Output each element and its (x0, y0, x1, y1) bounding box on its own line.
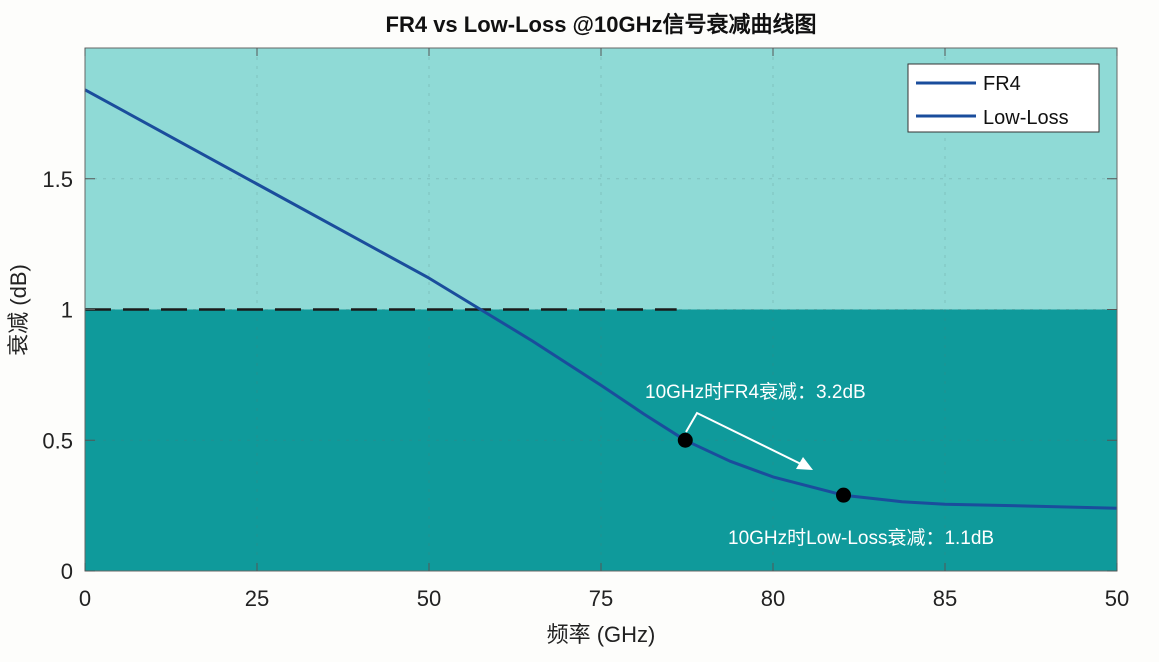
y-tick-label: 1 (61, 298, 73, 323)
series-line-fr4 (84, 88, 1118, 510)
legend-label-fr4: FR4 (983, 73, 1021, 95)
annotation-arrow (685, 411, 806, 467)
chart-title: FR4 vs Low-Loss @10GHz信号衰减曲线图 (386, 12, 817, 37)
y-axis-label: 衰减 (dB) (6, 264, 31, 356)
annotation-fr4: 10GHz时FR4衰减：3.2dB (645, 381, 866, 403)
x-tick-label: 0 (79, 586, 91, 611)
y-tick-label: 0 (61, 559, 73, 584)
x-tick-label: 75 (589, 586, 613, 611)
lower-region (85, 309, 1117, 571)
annotation-lowloss: 10GHz时Low-Loss衰减：1.1dB (728, 527, 994, 549)
x-tick-label: 85 (933, 586, 957, 611)
legend: FR4 Low-Loss (907, 63, 1100, 133)
x-tick-label: 25 (245, 586, 269, 611)
y-tick-label: 1.5 (42, 167, 73, 192)
data-marker (836, 487, 852, 503)
legend-label-lowloss: Low-Loss (983, 107, 1069, 129)
y-tick-label: 0.5 (42, 428, 73, 453)
x-tick-label: 50 (417, 586, 441, 611)
data-marker (677, 432, 693, 448)
annotation-arrowhead (796, 457, 813, 470)
x-tick-label: 50 (1105, 586, 1129, 611)
x-axis-label: 频率 (GHz) (547, 622, 656, 647)
x-tick-label: 80 (761, 586, 785, 611)
